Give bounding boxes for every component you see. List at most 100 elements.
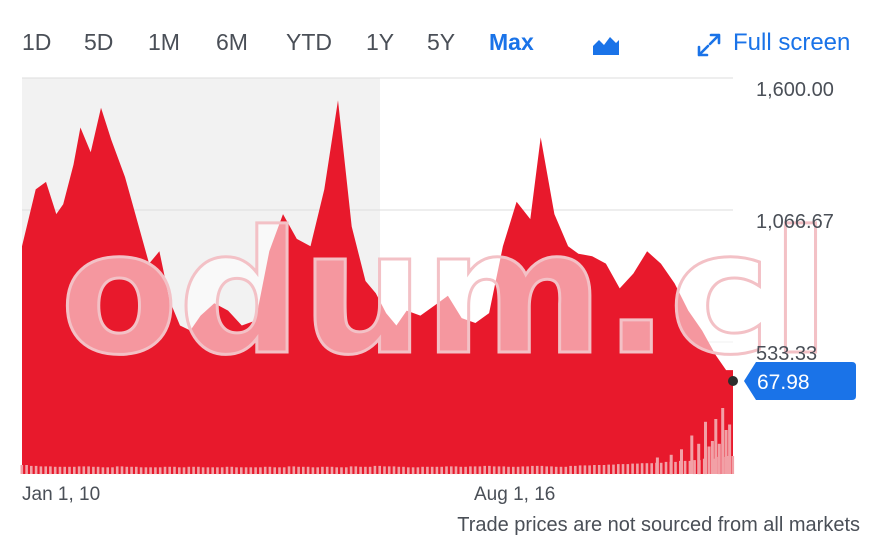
footnote: Trade prices are not sourced from all ma… (457, 514, 860, 536)
volume-bar (724, 430, 728, 474)
price-area (22, 100, 733, 475)
volume-bar (368, 466, 372, 474)
volume-bar (569, 465, 572, 474)
volume-bar (531, 465, 534, 474)
volume-bar (87, 466, 90, 475)
volume-bar (697, 443, 701, 475)
volume-bar (96, 466, 100, 474)
volume-bar (693, 460, 696, 475)
volume-bar (197, 466, 200, 474)
volume-bar (488, 465, 491, 474)
range-1y-button[interactable]: 1Y (366, 29, 395, 55)
volume-bar (387, 466, 391, 475)
volume-bar (704, 421, 707, 475)
volume-bar (30, 465, 33, 474)
volume-bar (690, 435, 694, 474)
volume-bar (349, 466, 353, 475)
volume-bar (173, 466, 176, 474)
volume-bar (273, 467, 276, 475)
volume-bar (645, 463, 649, 474)
volume-bar (507, 466, 510, 474)
volume-bar (58, 466, 62, 474)
volume-bar (201, 467, 205, 475)
volume-bar (680, 449, 683, 475)
range-selector: 1D 5D 1M 6M YTD 1Y 5Y Max (0, 26, 896, 62)
volume-bar (454, 466, 458, 475)
volume-bar (464, 466, 467, 474)
volume-bar (621, 464, 625, 474)
volume-bar (225, 466, 229, 474)
volume-bar (178, 467, 181, 475)
volume-bar (392, 466, 396, 475)
volume-bar (68, 466, 71, 474)
volume-bar (297, 466, 300, 474)
volume-bar (473, 466, 477, 475)
volume-bar (163, 466, 167, 474)
chart-type-button[interactable] (590, 30, 622, 63)
volume-bar (421, 466, 424, 474)
volume-bar (106, 467, 109, 475)
volume-bar (73, 466, 76, 474)
fullscreen-label: Full screen (733, 29, 851, 56)
volume-bar (316, 467, 319, 475)
volume-bar (593, 465, 596, 474)
volume-bar (235, 467, 238, 475)
range-5d-button[interactable]: 5D (84, 29, 114, 55)
volume-bar (426, 466, 429, 474)
volume-bar (49, 466, 52, 475)
expand-arrows-icon (697, 33, 721, 57)
volume-bar (259, 467, 262, 475)
volume-bar (669, 454, 673, 475)
range-6m-button[interactable]: 6M (216, 29, 248, 55)
volume-bar (664, 461, 668, 475)
range-max-button[interactable]: Max (489, 29, 534, 55)
volume-bar (373, 465, 377, 474)
volume-bar (44, 466, 47, 475)
x-axis-ticks: Jan 1, 10 Aug 1, 16 (22, 484, 555, 505)
volume-bar (559, 466, 563, 474)
volume-bar (216, 467, 219, 475)
range-5y-button[interactable]: 5Y (427, 29, 456, 55)
volume-bar (120, 466, 124, 475)
volume-bar (540, 465, 544, 474)
volume-bar (516, 466, 520, 474)
range-1d-button[interactable]: 1D (22, 29, 52, 55)
volume-bar (354, 466, 358, 475)
volume-bar (278, 467, 281, 475)
volume-bar (330, 466, 334, 474)
volume-bar (407, 467, 410, 475)
volume-bar (220, 467, 224, 475)
volume-bar (125, 466, 129, 474)
volume-bar (268, 466, 272, 474)
volume-bar (397, 466, 401, 474)
volume-bar (459, 466, 463, 474)
volume-bar (302, 466, 305, 474)
range-ytd-button[interactable]: YTD (286, 29, 332, 55)
y-axis-ticks: 1,600.00 1,066.67 533.33 (756, 79, 834, 365)
volume-bar (325, 466, 329, 474)
volume-bar (244, 467, 248, 475)
volume-bar (588, 465, 591, 474)
volume-bar (450, 466, 453, 475)
current-price-label: 67.98 (757, 371, 810, 394)
volume-bars (20, 408, 735, 475)
volume-bar (483, 465, 486, 474)
volume-bar (710, 441, 714, 474)
volume-bar (535, 465, 539, 474)
volume-bar (721, 408, 725, 474)
volume-bar (240, 467, 243, 475)
volume-bar (430, 466, 434, 474)
range-1m-button[interactable]: 1M (148, 29, 180, 55)
volume-bar (39, 466, 43, 475)
volume-bar (597, 465, 601, 474)
volume-bar (640, 463, 644, 474)
volume-bar (115, 466, 119, 475)
current-price-marker: 67.98 (728, 362, 856, 400)
volume-bar (650, 463, 653, 474)
volume-bar (726, 456, 730, 474)
volume-bar (440, 466, 443, 474)
volume-bar (728, 424, 732, 474)
volume-bar (187, 466, 191, 474)
volume-bar (282, 467, 286, 475)
